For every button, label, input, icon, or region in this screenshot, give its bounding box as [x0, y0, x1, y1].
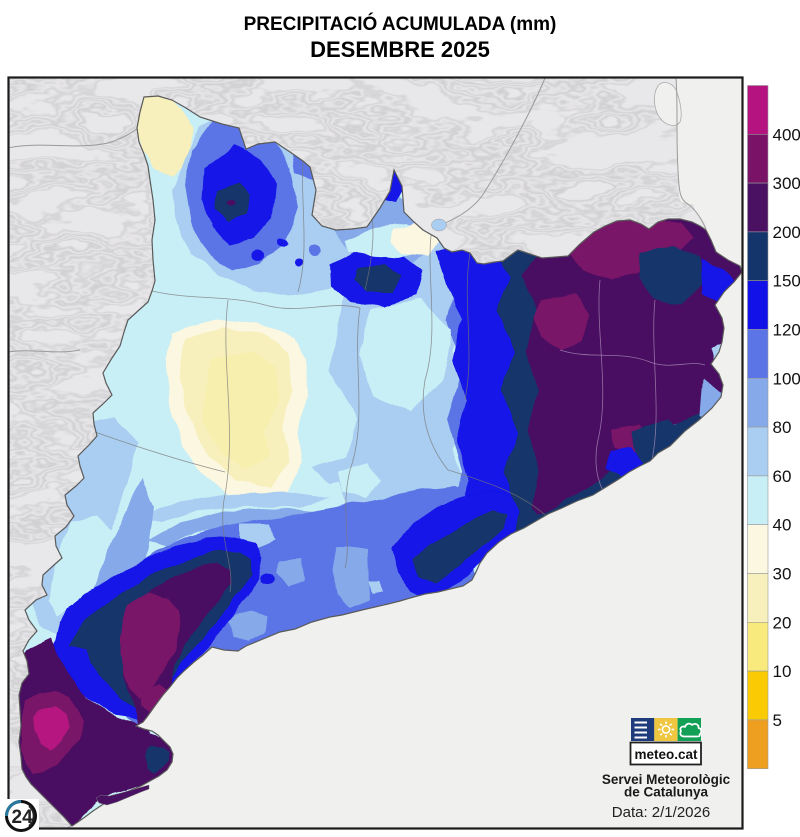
svg-text:60: 60	[773, 467, 792, 486]
svg-text:40: 40	[773, 516, 792, 535]
svg-text:80: 80	[773, 418, 792, 437]
svg-text:400: 400	[773, 125, 800, 144]
svg-text:Data: 2/1/2026: Data: 2/1/2026	[612, 804, 710, 821]
svg-text:150: 150	[773, 272, 800, 291]
svg-text:24: 24	[12, 807, 34, 828]
svg-text:120: 120	[773, 321, 800, 340]
svg-text:20: 20	[773, 613, 792, 632]
svg-text:meteo.cat: meteo.cat	[634, 747, 698, 762]
svg-text:200: 200	[773, 223, 800, 242]
svg-text:30: 30	[773, 565, 792, 584]
svg-text:100: 100	[773, 369, 800, 388]
svg-text:5: 5	[773, 711, 782, 730]
svg-text:300: 300	[773, 174, 800, 193]
svg-text:Servei Meteorològic: Servei Meteorològic	[602, 772, 731, 787]
svg-text:10: 10	[773, 662, 792, 681]
svg-text:de Catalunya: de Catalunya	[624, 785, 709, 800]
